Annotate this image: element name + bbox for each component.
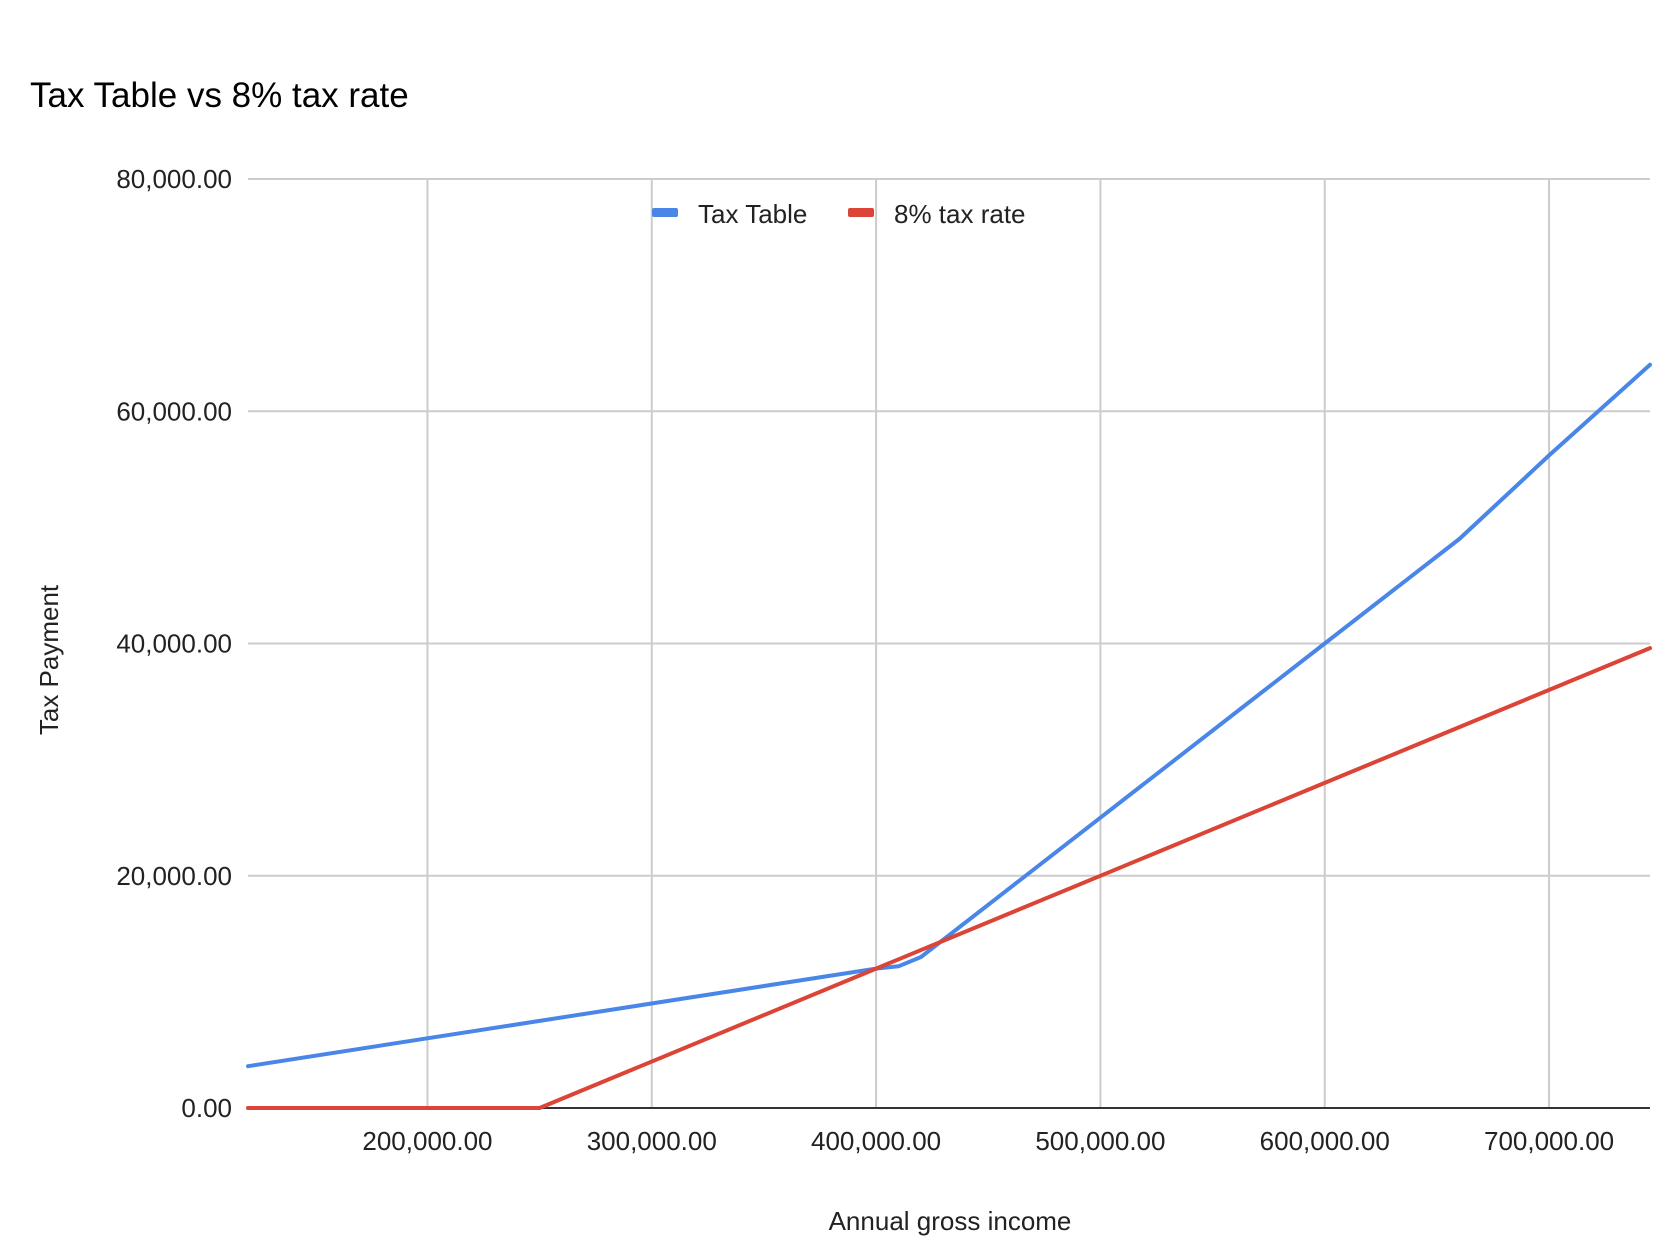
- x-tick-label: 600,000.00: [1260, 1126, 1390, 1156]
- x-axis-title: Annual gross income: [829, 1206, 1072, 1236]
- y-tick-label: 40,000.00: [116, 629, 232, 659]
- series-lines: [246, 362, 1652, 1110]
- y-axis-title: Tax Payment: [34, 584, 64, 735]
- series-line-tax-table: [246, 362, 1652, 1069]
- y-tick-label: 60,000.00: [116, 396, 232, 426]
- y-tick-label: 0.00: [181, 1093, 232, 1123]
- x-tick-label: 400,000.00: [811, 1126, 941, 1156]
- chart-title: Tax Table vs 8% tax rate: [30, 76, 409, 115]
- legend-label-8-tax-rate: 8% tax rate: [894, 199, 1026, 229]
- x-tick-label: 700,000.00: [1484, 1126, 1614, 1156]
- series-line-8-tax-rate: [246, 646, 1652, 1110]
- x-tick-label: 300,000.00: [587, 1126, 717, 1156]
- x-axis-ticks: 200,000.00 300,000.00 400,000.00 500,000.00…: [362, 1126, 1614, 1156]
- legend-swatch-tax-table: [652, 208, 678, 217]
- y-tick-label: 80,000.00: [116, 164, 232, 194]
- legend-label-tax-table: Tax Table: [698, 199, 807, 229]
- x-tick-label: 200,000.00: [362, 1126, 492, 1156]
- gridlines: [248, 178, 1650, 1109]
- y-axis-ticks: 0.00 20,000.00 40,000.00 60,000.00 80,000.00: [116, 164, 232, 1123]
- y-tick-label: 20,000.00: [116, 861, 232, 891]
- legend-swatch-8-tax-rate: [848, 208, 874, 217]
- legend: Tax Table 8% tax rate: [652, 199, 1026, 229]
- x-tick-label: 500,000.00: [1035, 1126, 1165, 1156]
